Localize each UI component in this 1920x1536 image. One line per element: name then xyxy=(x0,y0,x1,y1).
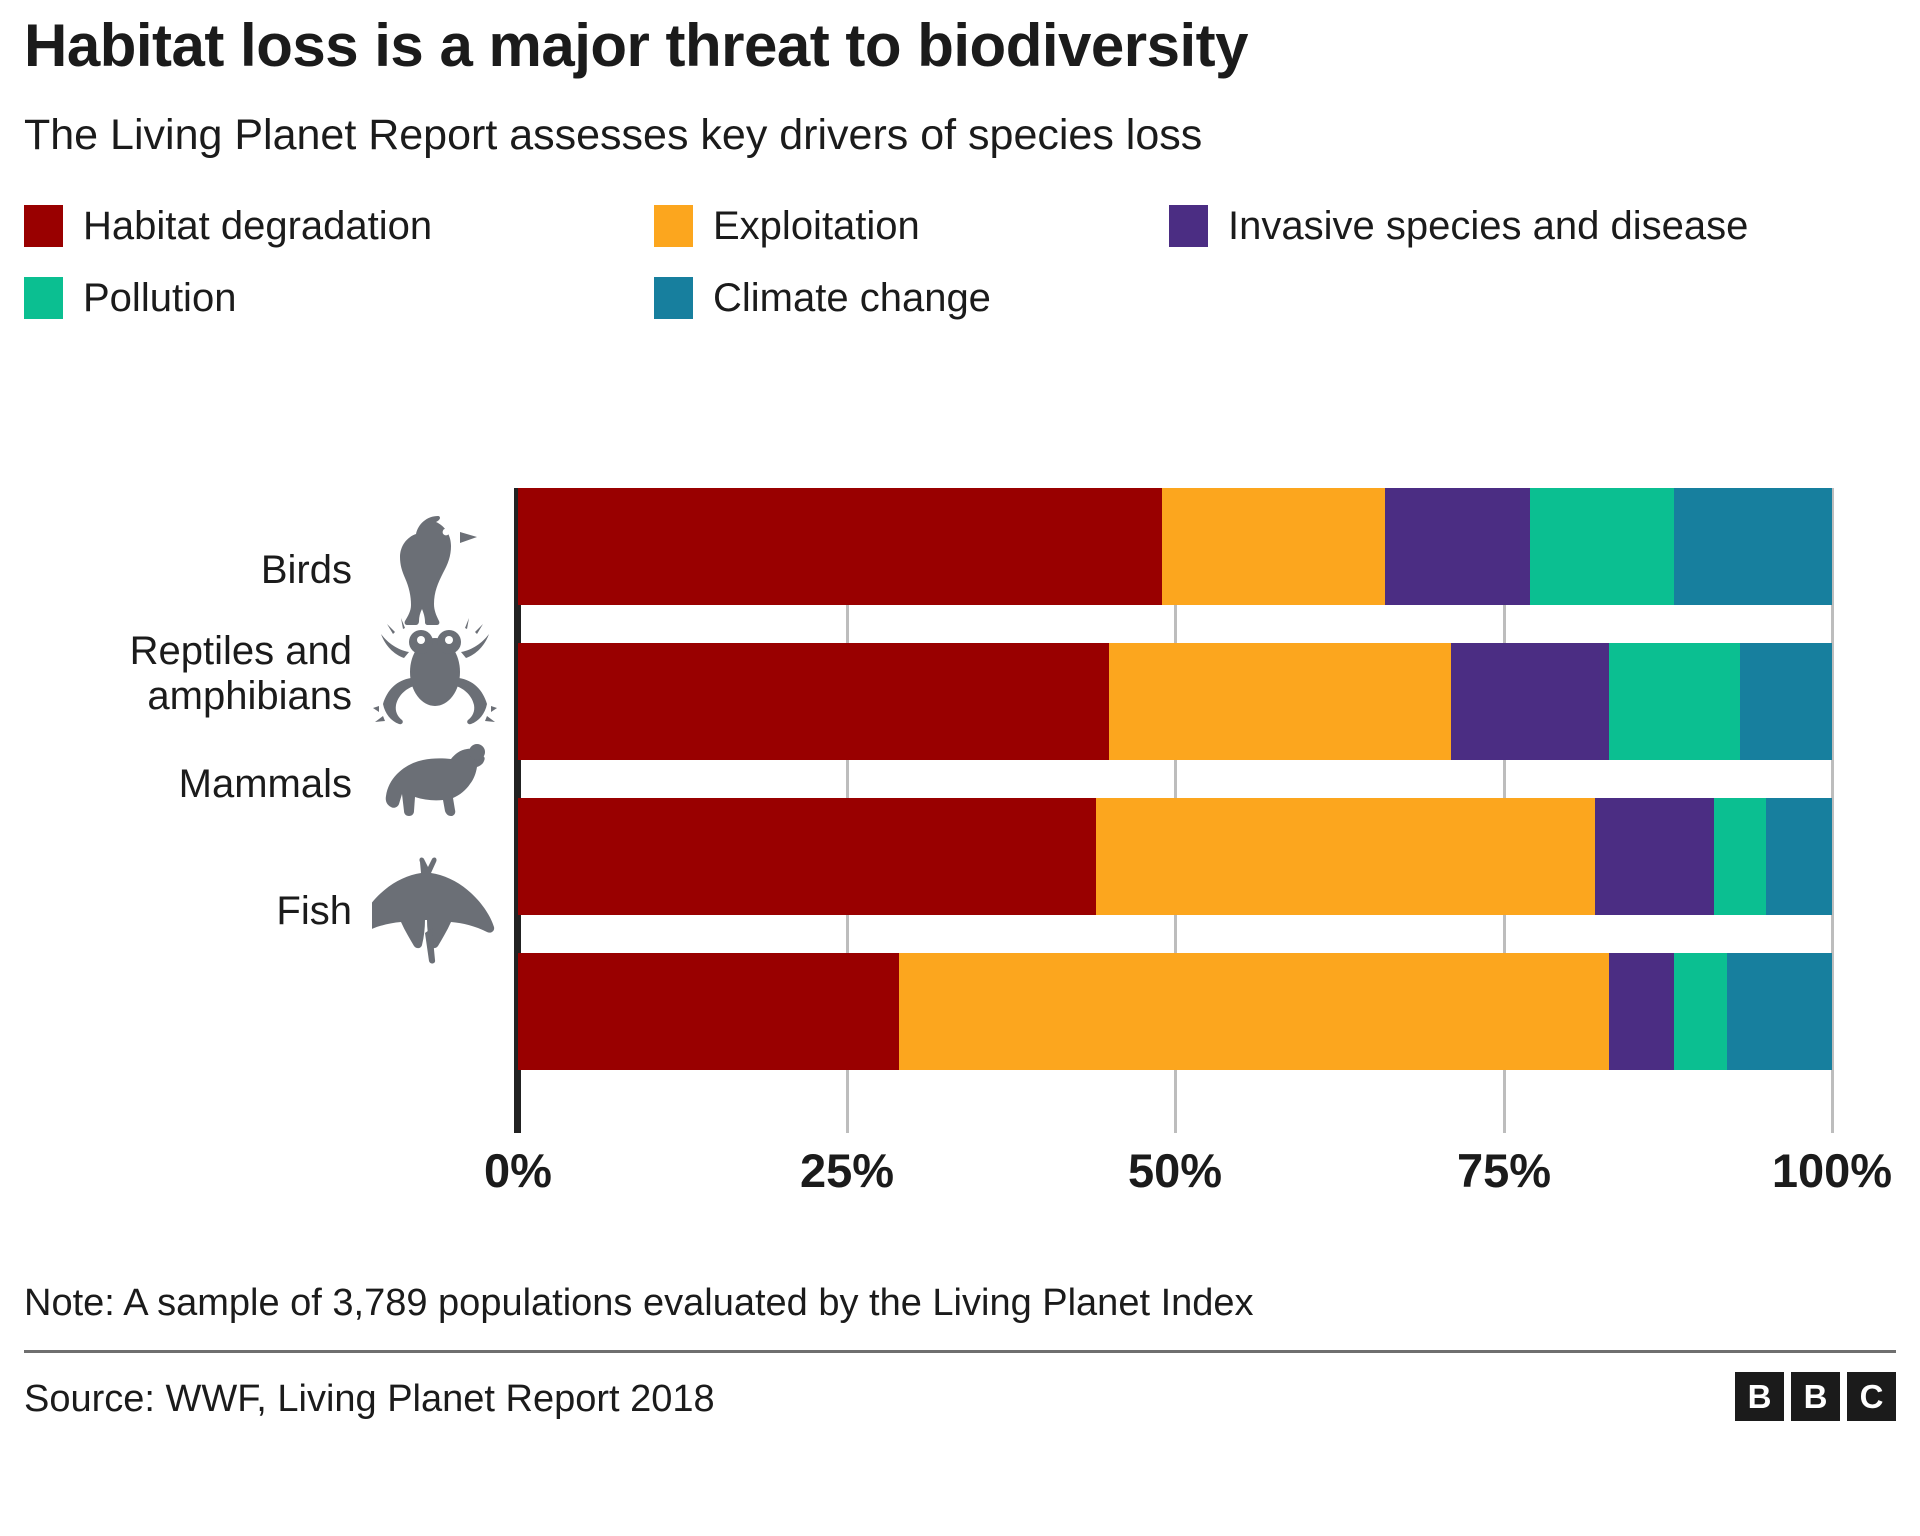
legend-item-label: Climate change xyxy=(713,276,991,320)
legend-swatch-icon xyxy=(24,205,63,247)
legend-swatch-icon xyxy=(24,277,63,319)
x-axis-ticks: 0% 25% 50% 75% 100% xyxy=(0,1143,1920,1213)
chart-source: Source: WWF, Living Planet Report 2018 xyxy=(24,1378,715,1420)
bar-row-mammals xyxy=(518,798,1832,915)
bbc-logo-letter: B xyxy=(1735,1372,1784,1421)
category-label: Reptiles and amphibians xyxy=(129,629,352,718)
gridline-100 xyxy=(1831,488,1834,1133)
legend-item-invasive-species-and-disease[interactable]: Invasive species and disease xyxy=(1169,205,1748,247)
chart-legend: Habitat degradation Exploitation Invasiv… xyxy=(24,205,1904,349)
stacked-bar xyxy=(518,643,1832,760)
page-subtitle: The Living Planet Report assesses key dr… xyxy=(24,111,1203,159)
segment-habitat-degradation[interactable] xyxy=(518,798,1097,915)
segment-climate-change[interactable] xyxy=(1726,953,1832,1070)
x-tick-label: 50% xyxy=(1127,1144,1223,1197)
y-axis-line xyxy=(514,488,521,1133)
segment-invasive-species-and-disease[interactable] xyxy=(1385,488,1530,605)
legend-item-label: Invasive species and disease xyxy=(1228,204,1749,248)
legend-item-pollution[interactable]: Pollution xyxy=(24,277,236,319)
legend-item-label: Pollution xyxy=(83,276,237,320)
x-tick-label: 25% xyxy=(799,1144,895,1197)
bar-row-fish xyxy=(518,953,1832,1070)
chart-plot-area: Birds Reptiles and amphibians xyxy=(0,488,1920,1197)
segment-pollution[interactable] xyxy=(1674,953,1727,1070)
segment-pollution[interactable] xyxy=(1608,643,1740,760)
legend-item-label: Exploitation xyxy=(713,204,920,248)
segment-exploitation[interactable] xyxy=(899,953,1609,1070)
segment-climate-change[interactable] xyxy=(1674,488,1832,605)
segment-habitat-degradation[interactable] xyxy=(518,643,1110,760)
segment-pollution[interactable] xyxy=(1529,488,1675,605)
legend-item-exploitation[interactable]: Exploitation xyxy=(654,205,920,247)
category-birds: Birds xyxy=(170,512,500,628)
x-tick-label: 75% xyxy=(1456,1144,1552,1197)
stacked-bar xyxy=(518,798,1832,915)
legend-item-climate-change[interactable]: Climate change xyxy=(654,277,991,319)
segment-invasive-species-and-disease[interactable] xyxy=(1450,643,1609,760)
x-tick-label: 100% xyxy=(1771,1144,1893,1197)
legend-swatch-icon xyxy=(654,205,693,247)
frog-icon xyxy=(370,616,500,732)
bar-row-reptiles-and-amphibians xyxy=(518,643,1832,760)
bbc-logo-letter: B xyxy=(1791,1372,1840,1421)
segment-habitat-degradation[interactable] xyxy=(518,953,900,1070)
category-label: Fish xyxy=(276,888,352,933)
ray-icon xyxy=(370,856,500,966)
bear-icon xyxy=(370,738,500,830)
bbc-logo-letter: C xyxy=(1847,1372,1896,1421)
page-title: Habitat loss is a major threat to biodiv… xyxy=(24,12,1249,79)
legend-swatch-icon xyxy=(1169,205,1208,247)
legend-row-1: Habitat degradation Exploitation Invasiv… xyxy=(24,205,1904,277)
segment-habitat-degradation[interactable] xyxy=(518,488,1162,605)
segment-exploitation[interactable] xyxy=(1109,643,1451,760)
segment-invasive-species-and-disease[interactable] xyxy=(1608,953,1675,1070)
stacked-bar xyxy=(518,488,1832,605)
chart-note: Note: A sample of 3,789 populations eval… xyxy=(24,1282,1254,1324)
category-fish: Fish xyxy=(110,856,500,966)
category-reptiles-and-amphibians: Reptiles and amphibians xyxy=(10,616,500,732)
category-label: Mammals xyxy=(178,761,352,806)
legend-item-label: Habitat degradation xyxy=(83,204,433,248)
segment-exploitation[interactable] xyxy=(1161,488,1386,605)
legend-row-2: Pollution Climate change xyxy=(24,277,1904,349)
category-label: Birds xyxy=(260,547,352,592)
segment-climate-change[interactable] xyxy=(1766,798,1832,915)
stacked-bar xyxy=(518,953,1832,1070)
segment-invasive-species-and-disease[interactable] xyxy=(1595,798,1714,915)
footer-divider xyxy=(24,1350,1896,1353)
legend-item-habitat-degradation[interactable]: Habitat degradation xyxy=(24,205,432,247)
segment-pollution[interactable] xyxy=(1713,798,1767,915)
x-tick-label: 0% xyxy=(484,1144,552,1197)
bar-row-birds xyxy=(518,488,1832,605)
bird-icon xyxy=(370,512,500,628)
bbc-logo: B B C xyxy=(1735,1372,1896,1421)
category-mammals: Mammals xyxy=(60,738,500,830)
segment-exploitation[interactable] xyxy=(1096,798,1596,915)
bars-container xyxy=(518,488,1832,1133)
legend-swatch-icon xyxy=(654,277,693,319)
segment-climate-change[interactable] xyxy=(1739,643,1832,760)
